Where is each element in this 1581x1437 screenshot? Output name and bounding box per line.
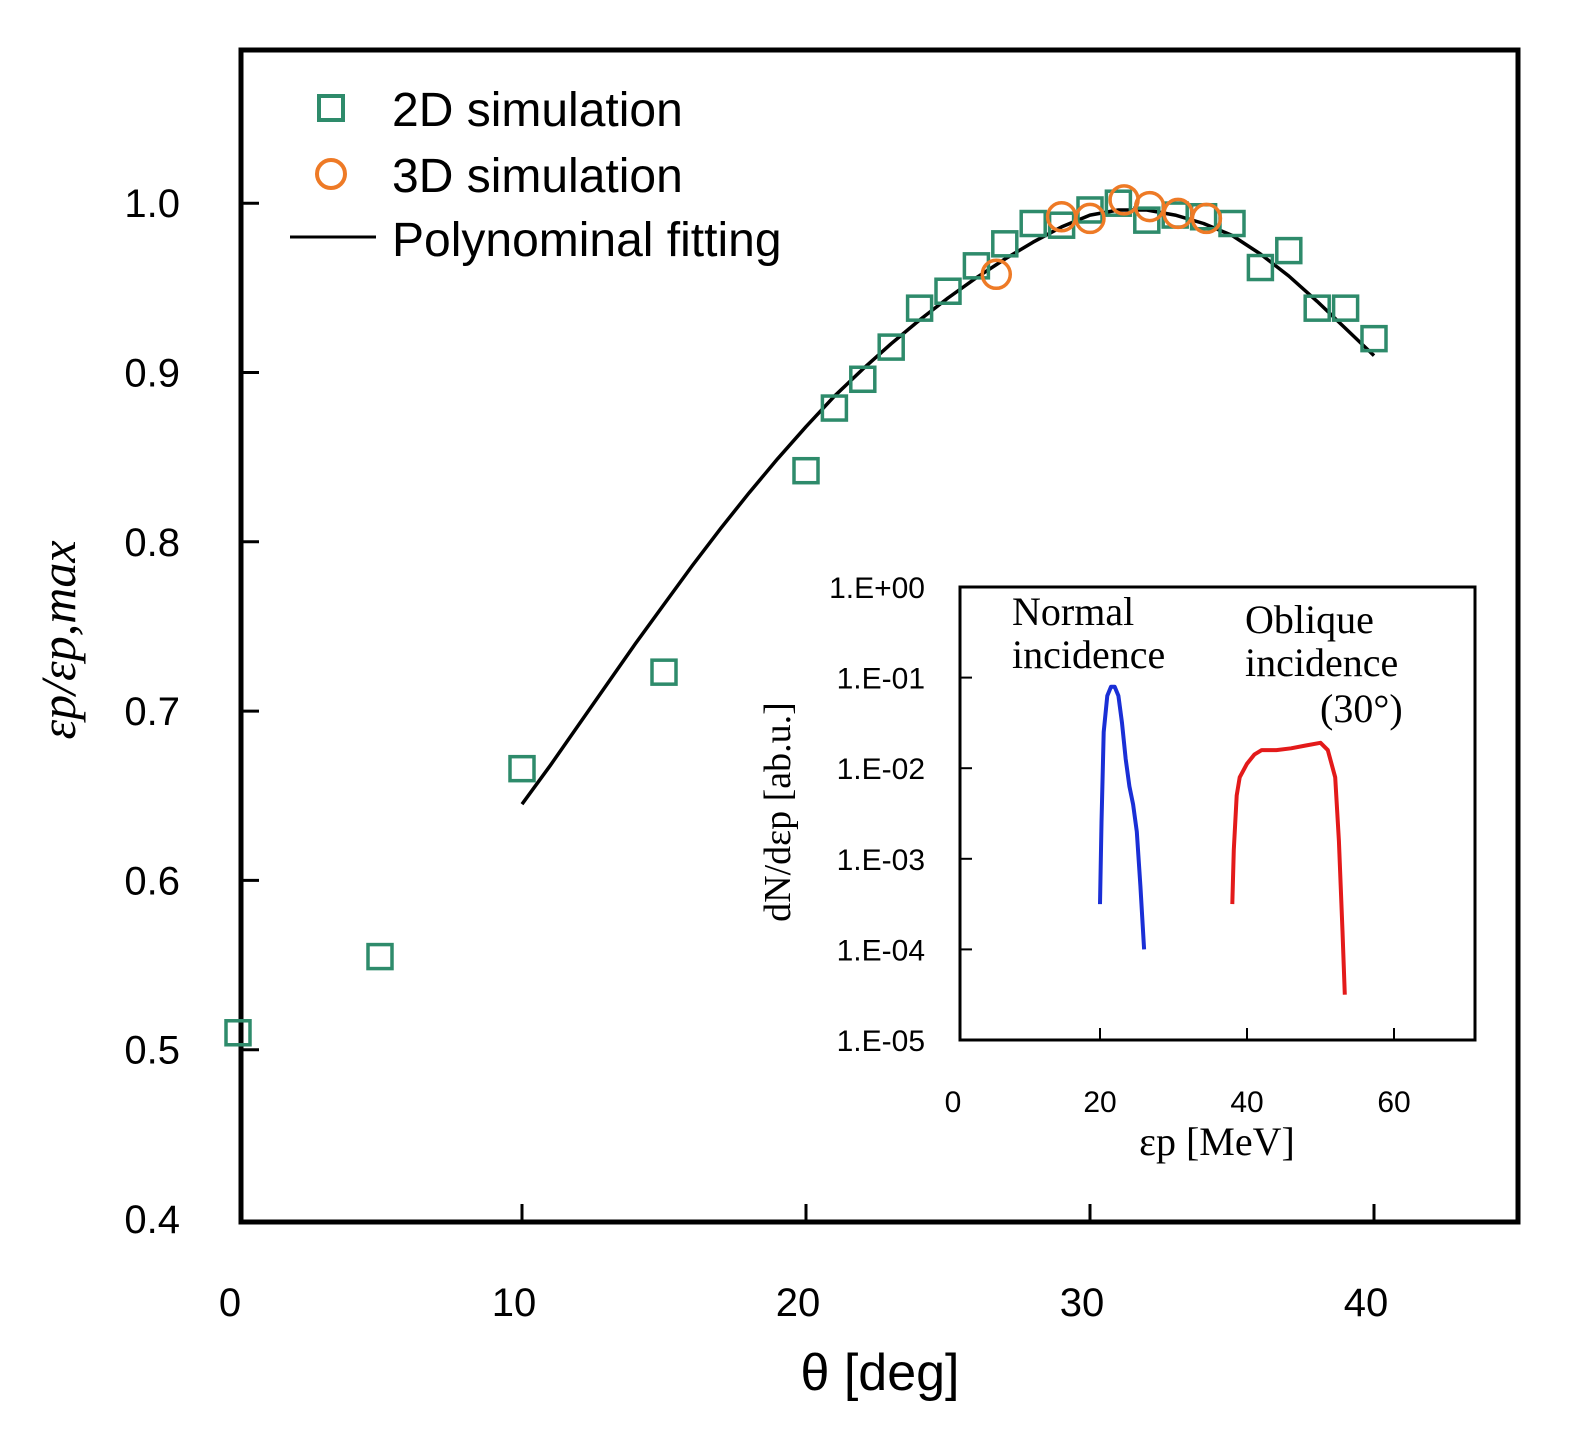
annotation-normal-line1: Normal <box>1012 589 1134 634</box>
point-2d <box>792 456 820 485</box>
inset-y-tick-label: 1.E-03 <box>837 844 925 877</box>
point-2d <box>849 365 877 394</box>
point-2d <box>991 230 1019 258</box>
point-2d <box>877 333 905 361</box>
point-2d <box>962 252 991 280</box>
point-3d <box>1190 202 1223 235</box>
inset-y-tick-label: 1.E-01 <box>837 663 925 696</box>
point-2d <box>1246 253 1275 282</box>
inset-x-ticks: 0 20 40 60 <box>945 1028 1411 1119</box>
point-2d <box>366 942 394 971</box>
series-3d-simulation <box>980 184 1223 291</box>
point-2d <box>508 754 536 783</box>
x-tick-label: 0 <box>219 1281 241 1325</box>
point-2d <box>224 1019 252 1047</box>
y-tick-label: 0.5 <box>124 1029 180 1073</box>
point-2d <box>650 658 678 686</box>
x-tick-label: 20 <box>776 1281 821 1325</box>
inset-y-tick-label: 1.E+00 <box>829 572 925 605</box>
inset-x-tick-label: 0 <box>945 1086 962 1119</box>
inset-y-tick-label: 1.E-05 <box>837 1025 925 1058</box>
point-2d <box>934 277 962 305</box>
inset-x-tick-label: 20 <box>1083 1086 1116 1119</box>
inset-x-axis-label: εp [MeV] <box>1139 1119 1295 1164</box>
legend-2d-marker-icon <box>317 94 345 122</box>
inset-series <box>1098 684 1347 995</box>
point-2d <box>1360 324 1388 353</box>
x-tick-label: 40 <box>1344 1281 1389 1325</box>
inset-y-axis-label: dN/dεp [ab.u.] <box>757 702 799 922</box>
point-2d <box>1303 294 1331 322</box>
oblique-incidence-line <box>1230 740 1347 995</box>
point-2d <box>820 394 849 422</box>
main-plot-frame <box>238 47 1521 1225</box>
inset-x-tick-label: 40 <box>1230 1086 1263 1119</box>
inset-x-tick-label: 60 <box>1377 1086 1410 1119</box>
main-x-axis-label: θ [deg] <box>800 1344 959 1402</box>
point-2d <box>1104 189 1133 217</box>
inset-y-tick-label: 1.E-04 <box>837 934 925 967</box>
inset-chart: 1.E+00 1.E-01 1.E-02 1.E-03 1.E-04 1.E-05 0 20… <box>757 572 1477 1164</box>
point-3d <box>1074 202 1106 235</box>
x-tick-label: 10 <box>492 1281 537 1325</box>
y-tick-label: 1.0 <box>124 182 180 226</box>
inset-frame <box>958 585 1477 1042</box>
point-3d <box>980 258 1013 291</box>
legend-fit-label: Polynominal fitting <box>392 214 782 267</box>
x-tick-label: 30 <box>1060 1281 1105 1325</box>
point-3d <box>1133 190 1166 223</box>
point-2d <box>1331 294 1360 322</box>
point-2d <box>1019 209 1047 238</box>
main-y-axis-label: εp/εp,max <box>30 540 86 739</box>
y-tick-label: 0.6 <box>124 859 180 903</box>
annotation-normal-line2: incidence <box>1012 632 1165 677</box>
legend-3d-marker-icon <box>315 158 347 190</box>
y-tick-label: 0.9 <box>124 352 180 396</box>
annotation-oblique-line2: incidence <box>1245 640 1398 685</box>
point-2d <box>1133 206 1161 234</box>
inset-y-tick-label: 1.E-02 <box>837 753 925 786</box>
point-2d <box>1275 236 1303 265</box>
y-tick-label: 0.7 <box>124 690 180 734</box>
legend-2d-label: 2D simulation <box>392 84 683 137</box>
inset-y-ticks: 1.E+00 1.E-01 1.E-02 1.E-03 1.E-04 1.E-05 <box>829 572 972 1058</box>
y-tick-label: 0.8 <box>124 521 180 565</box>
annotation-oblique-line3: (30°) <box>1320 686 1403 731</box>
legend-3d-label: 3D simulation <box>392 150 683 203</box>
main-x-ticks: 0 10 20 30 40 <box>219 1204 1388 1325</box>
normal-incidence-line <box>1098 684 1147 950</box>
y-tick-label: 0.4 <box>124 1198 180 1242</box>
legend: 2D simulation 3D simulation Polynominal … <box>290 84 782 267</box>
point-2d <box>905 294 934 322</box>
annotation-oblique-line1: Oblique <box>1245 597 1374 642</box>
main-y-ticks: 0.4 0.5 0.6 0.7 0.8 0.9 1.0 <box>124 182 259 1242</box>
